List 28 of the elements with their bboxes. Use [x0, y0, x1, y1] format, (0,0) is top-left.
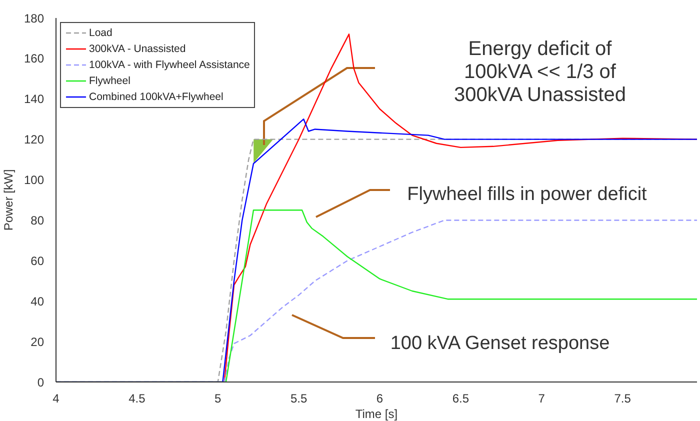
x-axis-title: Time [s]: [355, 407, 398, 421]
x-tick-label: 6.5: [452, 392, 470, 406]
y-tick-label: 40: [30, 294, 44, 308]
legend-label: Flywheel: [89, 74, 130, 89]
x-tick-label: 4.5: [128, 392, 146, 406]
x-tick-label: 5.5: [290, 392, 308, 406]
y-tick-label: 60: [30, 254, 44, 268]
y-tick-label: 180: [24, 11, 44, 26]
y-tick-label: 120: [24, 132, 44, 147]
y-tick-label: 160: [24, 52, 44, 66]
annotation: Flywheel fills in power deficit: [407, 184, 648, 205]
y-tick-label: 100: [24, 173, 44, 188]
legend-label: 100kVA - with Flywheel Assistance: [89, 58, 250, 73]
y-tick-label: 0: [37, 375, 44, 390]
y-axis-title: Power [kW]: [1, 169, 16, 231]
x-tick-label: 5: [214, 392, 222, 406]
annotation: 100 kVA Genset response: [390, 333, 610, 354]
legend-label: Combined 100kVA+Flywheel: [89, 90, 224, 105]
y-tick-label: 140: [24, 92, 44, 106]
x-tick-label: 7.5: [614, 392, 632, 406]
annotation: Energy deficit of 100kVA << 1/3 of 300kVA Unassisted: [454, 38, 626, 106]
legend-label: Load: [89, 26, 112, 41]
x-tick-label: 7: [538, 392, 546, 406]
x-tick-label: 6: [376, 392, 384, 406]
y-tick-label: 20: [30, 334, 44, 349]
y-tick-label: 80: [30, 213, 44, 228]
legend-label: 300kVA - Unassisted: [89, 42, 186, 57]
x-tick-label: 4: [52, 392, 60, 406]
